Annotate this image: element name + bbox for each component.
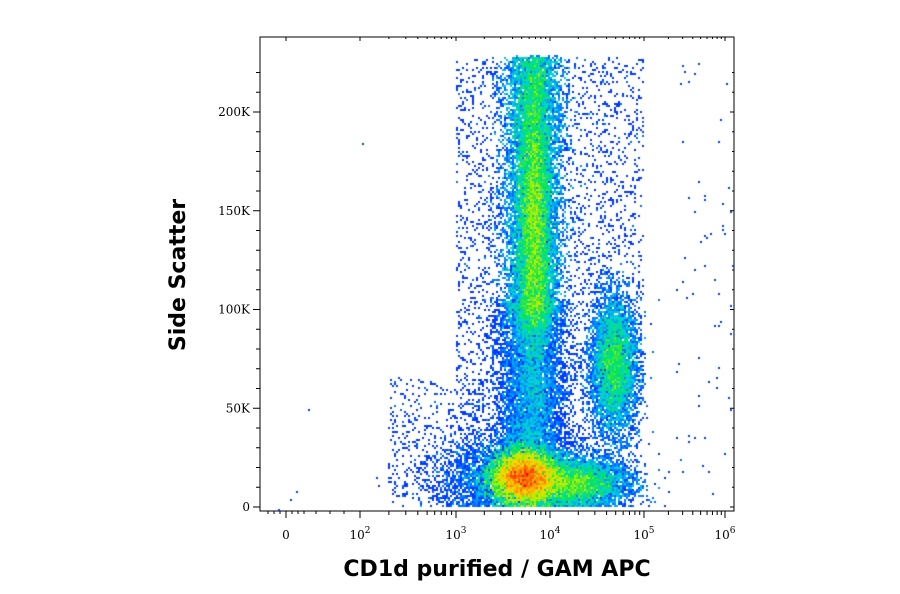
y-axis-title: Side Scatter: [166, 199, 191, 351]
x-tick-label: 104: [539, 526, 560, 542]
x-tick-label: 103: [445, 526, 466, 542]
x-tick-label: 0: [282, 528, 290, 542]
x-tick-label: 105: [633, 526, 654, 542]
y-tick-label: 200K: [218, 105, 251, 119]
x-axis: 0 102 103 104 105 106: [267, 37, 736, 542]
y-tick-label: 100K: [218, 303, 251, 317]
y-tick-label: 50K: [226, 401, 251, 415]
density-layer: [260, 37, 734, 511]
y-axis: 0 50K 100K 150K 200K: [218, 72, 734, 514]
y-tick-label: 150K: [218, 204, 251, 218]
x-tick-label: 106: [714, 526, 735, 542]
x-axis-title: CD1d purified / GAM APC: [343, 557, 650, 582]
y-tick-label: 0: [242, 500, 250, 514]
x-tick-label: 102: [349, 526, 370, 542]
density-image: [260, 37, 734, 511]
